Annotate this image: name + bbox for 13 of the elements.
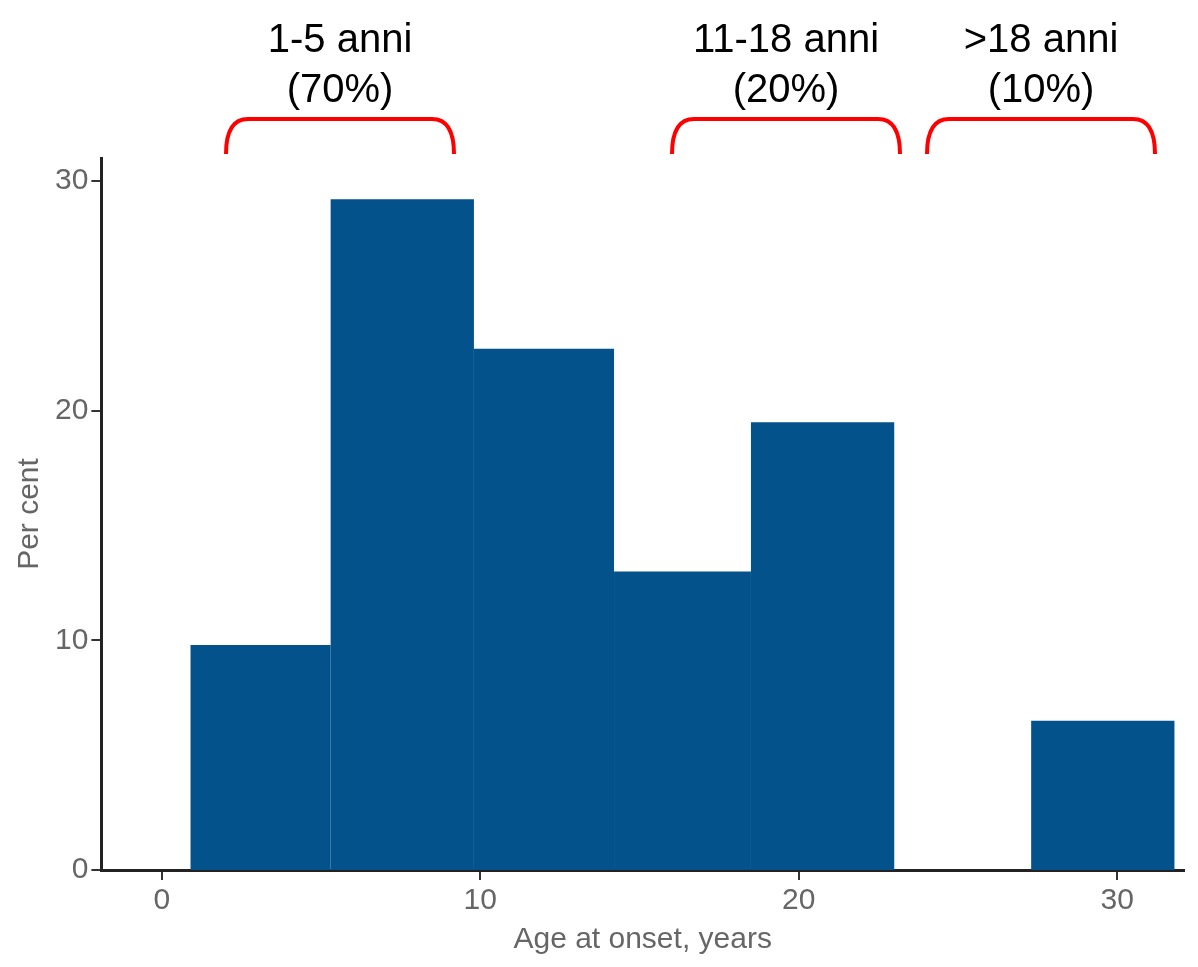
text: 1-5 anni (70%) — [267, 16, 413, 110]
text: 11-18 anni (20%) — [692, 16, 880, 110]
text: >18 anni (10%) — [963, 16, 1119, 110]
y-tick-label: 0 — [71, 851, 89, 885]
y-axis-title: Per cent — [11, 457, 45, 570]
x-tick-label: 10 — [463, 882, 497, 916]
x-tick-label: 20 — [782, 882, 816, 916]
x-tick-label: 30 — [1100, 882, 1134, 916]
y-tick-label: 30 — [54, 162, 89, 196]
x-tick-label: 0 — [153, 882, 171, 916]
y-tick-label: 10 — [54, 621, 89, 655]
y-tick-label: 20 — [54, 391, 89, 425]
x-axis-title: Age at onset, years — [513, 921, 772, 955]
